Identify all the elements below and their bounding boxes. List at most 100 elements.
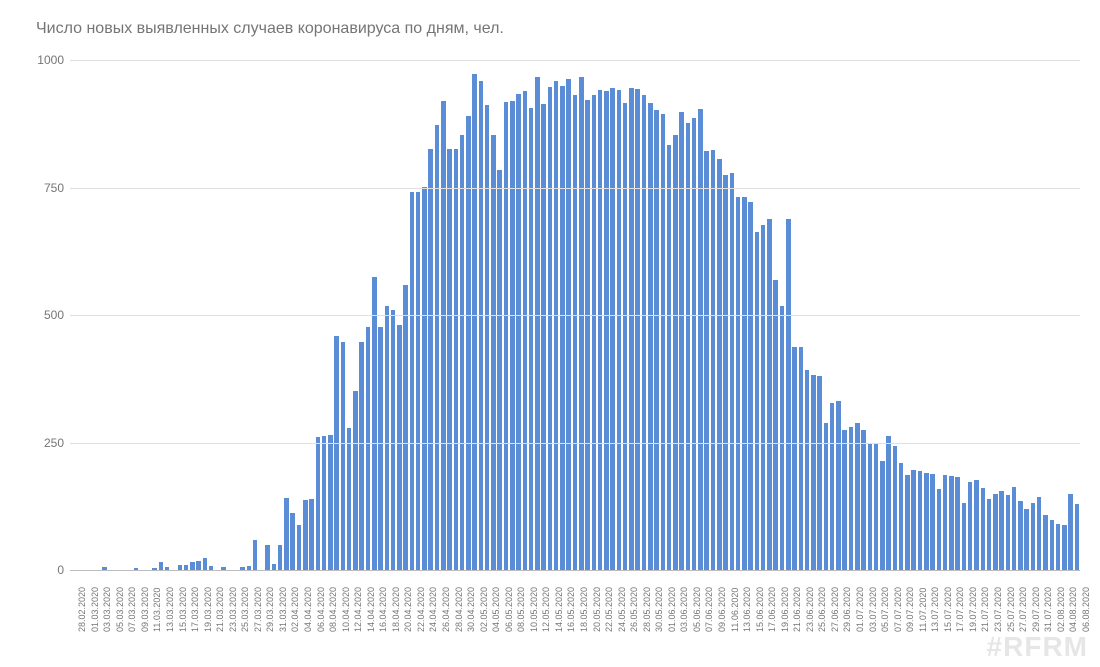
bar [579,77,584,570]
x-tick-label: 28.02.2020 [77,587,87,632]
bar [949,476,954,570]
bar [1043,515,1048,570]
x-tick-label: 10.04.2020 [341,587,351,632]
bar [805,370,810,570]
bar [372,277,377,570]
bar [278,545,283,570]
bar [893,446,898,570]
x-tick-label: 16.05.2020 [566,587,576,632]
bar [366,327,371,570]
bar [416,192,421,570]
bar [1068,494,1073,571]
x-tick-label: 16.04.2020 [378,587,388,632]
bar [554,81,559,570]
bar [592,95,597,570]
bar [472,74,477,570]
x-tick-label: 12.05.2020 [541,587,551,632]
bar [479,81,484,570]
bar [742,197,747,570]
bar [541,104,546,570]
bar [523,91,528,570]
bar [868,443,873,571]
x-tick-label: 04.08.2020 [1068,587,1078,632]
bar [529,108,534,570]
x-tick-label: 31.03.2020 [278,587,288,632]
bar [422,187,427,570]
gridline [70,443,1080,444]
x-tick-label: 26.04.2020 [441,587,451,632]
x-tick-label: 17.07.2020 [955,587,965,632]
bar [303,500,308,570]
x-tick-label: 06.08.2020 [1081,587,1091,632]
bar [918,471,923,570]
y-tick-label: 1000 [24,53,64,67]
bar [385,306,390,570]
x-tick-label: 21.03.2020 [215,587,225,632]
bar [673,135,678,570]
x-tick-label: 09.06.2020 [717,587,727,632]
bar [911,470,916,570]
x-tick-label: 18.05.2020 [579,587,589,632]
x-tick-label: 08.05.2020 [516,587,526,632]
y-tick-label: 0 [24,563,64,577]
bar [654,110,659,570]
bar [667,145,672,570]
x-tick-label: 03.07.2020 [868,587,878,632]
bar [993,494,998,571]
bar [1056,524,1061,570]
bar [629,88,634,570]
bar [560,86,565,571]
bar [686,123,691,570]
x-tick-label: 29.06.2020 [842,587,852,632]
bar [974,480,979,570]
bar [817,376,822,570]
x-tick-label: 01.03.2020 [90,587,100,632]
x-tick-label: 30.04.2020 [466,587,476,632]
bar [1006,495,1011,570]
bar [711,150,716,570]
bar [535,77,540,570]
bar [924,473,929,570]
bar [284,498,289,570]
x-tick-label: 12.04.2020 [353,587,363,632]
bar [773,280,778,570]
bar [730,173,735,570]
bar [679,112,684,570]
x-tick-label: 05.07.2020 [880,587,890,632]
bar [987,499,992,570]
bar [322,436,327,570]
x-tick-label: 05.06.2020 [692,587,702,632]
bar [253,540,258,570]
bar [792,347,797,570]
bar [1037,497,1042,570]
bar [930,474,935,570]
bar [447,149,452,570]
gridline [70,60,1080,61]
x-tick-label: 04.05.2020 [491,587,501,632]
x-tick-label: 03.06.2020 [679,587,689,632]
bar [497,170,502,570]
x-tick-label: 13.07.2020 [930,587,940,632]
x-tick-label: 24.04.2020 [428,587,438,632]
bar [435,125,440,570]
bar [359,342,364,570]
bar [610,88,615,570]
x-tick-label: 14.04.2020 [366,587,376,632]
bar [617,90,622,570]
bar [353,391,358,570]
x-tick-label: 07.06.2020 [704,587,714,632]
bar [397,325,402,570]
y-tick-label: 750 [24,181,64,195]
bar [842,430,847,570]
bar [410,192,415,570]
bar [403,285,408,570]
x-tick-label: 29.07.2020 [1031,587,1041,632]
x-tick-label: 30.05.2020 [654,587,664,632]
bar [880,461,885,570]
bar [849,427,854,570]
bar [642,95,647,570]
x-tick-label: 09.07.2020 [905,587,915,632]
bar [811,375,816,570]
bar [598,90,603,570]
bar [341,342,346,570]
